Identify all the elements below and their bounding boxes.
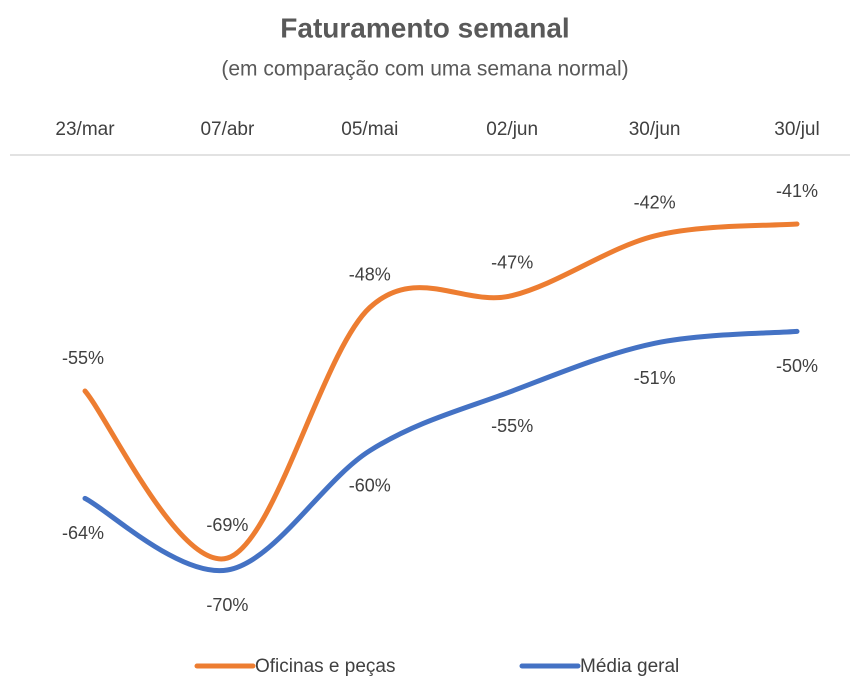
series-line: [82, 221, 800, 562]
x-tick-label: 02/jun: [486, 119, 538, 140]
data-label: -50%: [776, 356, 818, 376]
data-label: -55%: [491, 416, 533, 436]
chart-subtitle: (em comparação com uma semana normal): [221, 58, 628, 81]
data-label: -42%: [634, 193, 676, 213]
data-label: -41%: [776, 181, 818, 201]
data-label: -64%: [62, 523, 104, 543]
legend-label: Oficinas e peças: [255, 656, 395, 677]
data-label: -51%: [634, 368, 676, 388]
data-label: -55%: [62, 348, 104, 368]
x-tick-label: 05/mai: [341, 119, 398, 140]
x-tick-label: 30/jun: [629, 119, 681, 140]
x-tick-label: 30/jul: [774, 119, 819, 140]
x-tick-label: 07/abr: [200, 119, 255, 140]
data-label: -69%: [206, 515, 248, 535]
x-tick-label: 23/mar: [55, 119, 115, 140]
data-label: -60%: [349, 475, 391, 495]
chart-title: Faturamento semanal: [280, 12, 569, 43]
series-line: [82, 328, 800, 574]
legend-label: Média geral: [580, 656, 679, 677]
data-label: -48%: [349, 264, 391, 284]
data-label: -70%: [206, 595, 248, 615]
data-label: -47%: [491, 252, 533, 272]
